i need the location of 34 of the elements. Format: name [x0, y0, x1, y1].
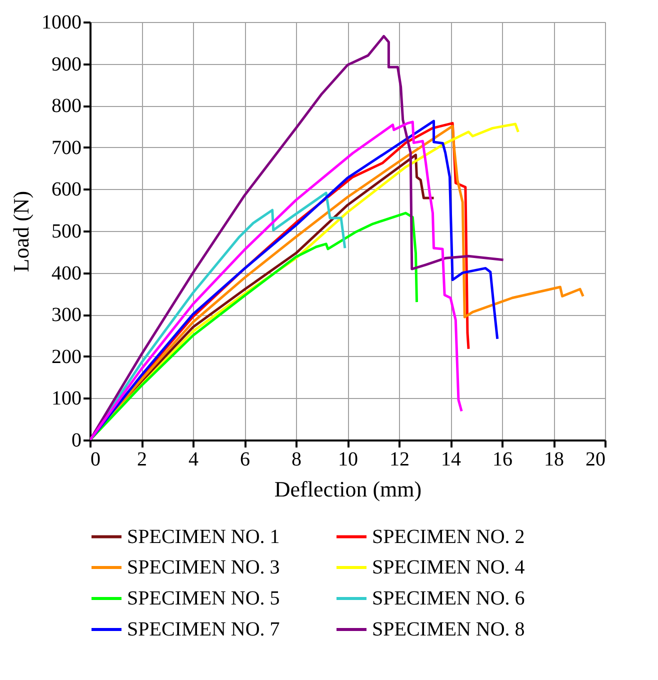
y-tick-label: 600 — [52, 178, 82, 201]
x-tick-label: 18 — [544, 448, 564, 470]
legend-label: SPECIMEN NO. 1 — [127, 526, 280, 548]
y-tick-label: 800 — [52, 95, 82, 118]
legend-label: SPECIMEN NO. 6 — [372, 588, 525, 610]
x-tick-label: 6 — [240, 448, 250, 470]
x-tick-label: 14 — [441, 448, 461, 470]
y-tick-label: 200 — [52, 346, 82, 368]
y-tick-label: 100 — [52, 388, 82, 410]
x-tick-label: 20 — [586, 448, 606, 470]
y-tick-label: 300 — [52, 304, 82, 326]
x-tick-label: 2 — [137, 448, 147, 470]
y-tick-label: 1000 — [42, 12, 82, 34]
legend-label: SPECIMEN NO. 7 — [127, 618, 280, 640]
y-axis-title: Load (N) — [8, 190, 34, 272]
x-tick-label: 12 — [390, 448, 410, 470]
legend-label: SPECIMEN NO. 2 — [372, 526, 525, 548]
y-tick-label: 700 — [52, 136, 82, 159]
line-series — [90, 212, 418, 440]
y-tick-label: 400 — [52, 262, 82, 284]
line-series — [90, 34, 505, 440]
y-tick-label: 900 — [52, 53, 82, 76]
y-tick-label: 500 — [52, 220, 82, 242]
y-tick-label: 0 — [72, 430, 82, 452]
x-tick-label: 16 — [492, 448, 512, 470]
legend-label: SPECIMEN NO. 3 — [127, 556, 280, 578]
x-tick-label: 4 — [188, 448, 198, 470]
x-tick-label: 8 — [292, 448, 302, 470]
legend-label: SPECIMEN NO. 5 — [127, 588, 280, 610]
x-tick-label: 0 — [90, 448, 100, 470]
x-axis-title: Deflection (mm) — [274, 476, 422, 502]
legend-label: SPECIMEN NO. 8 — [372, 618, 525, 640]
legend-label: SPECIMEN NO. 4 — [372, 556, 525, 578]
x-tick-label: 10 — [338, 448, 358, 470]
